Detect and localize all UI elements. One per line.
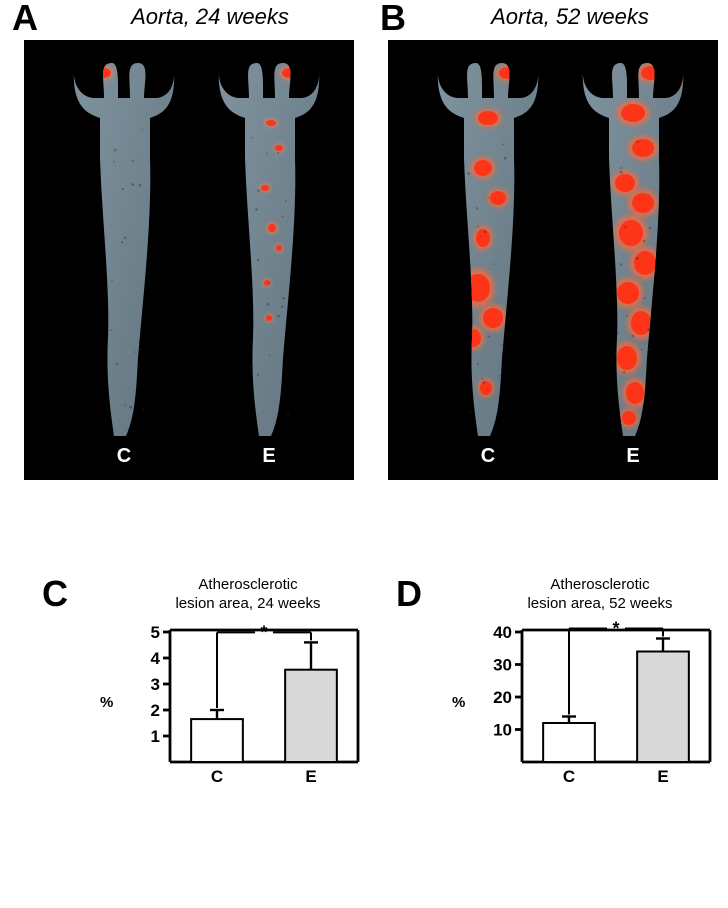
chart-d-svg: 10 20 30 40 C E *	[480, 620, 720, 790]
svg-text:E: E	[305, 767, 316, 786]
figure-root: A Aorta, 24 weeks C E B Aorta, 52 weeks …	[0, 0, 728, 908]
svg-text:1: 1	[151, 727, 160, 746]
chart-d-title-line1: Atherosclerotic	[550, 576, 649, 593]
chart-d-title-line2: lesion area, 52 weeks	[527, 595, 672, 612]
panel-a-title: Aorta, 24 weeks	[60, 4, 360, 30]
panel-b-title: Aorta, 52 weeks	[420, 4, 720, 30]
chart-c-title-line2: lesion area, 24 weeks	[175, 595, 320, 612]
svg-text:40: 40	[493, 623, 512, 642]
panel-label-b: B	[380, 0, 406, 36]
chart-c-title-line1: Atherosclerotic	[198, 576, 297, 593]
panel-a-image: C E	[24, 40, 354, 480]
chart-c: Atherosclerotic lesion area, 24 weeks % …	[128, 576, 368, 796]
svg-text:30: 30	[493, 656, 512, 675]
svg-text:C: C	[211, 767, 223, 786]
svg-text:4: 4	[151, 649, 161, 668]
chart-c-y-unit: %	[100, 694, 113, 711]
chart-d-title: Atherosclerotic lesion area, 52 weeks	[480, 576, 720, 614]
svg-text:*: *	[260, 622, 267, 642]
svg-text:*: *	[612, 620, 619, 639]
panel-label-a: A	[12, 0, 38, 36]
svg-text:5: 5	[151, 623, 160, 642]
panel-label-c: C	[42, 576, 68, 612]
panel-a-right-label: E	[249, 445, 289, 468]
svg-text:2: 2	[151, 701, 160, 720]
panel-b-image: C E	[388, 40, 718, 480]
panel-b-right-label: E	[613, 445, 653, 468]
chart-d-y-unit: %	[452, 694, 465, 711]
svg-text:C: C	[563, 767, 575, 786]
panel-b-left-label: C	[468, 445, 508, 468]
svg-text:3: 3	[151, 675, 160, 694]
panel-a-left-label: C	[104, 445, 144, 468]
svg-text:10: 10	[493, 721, 512, 740]
chart-c-title: Atherosclerotic lesion area, 24 weeks	[128, 576, 368, 614]
svg-text:E: E	[657, 767, 668, 786]
chart-c-svg: 1 2 3 4 5 C E *	[128, 620, 368, 790]
svg-text:20: 20	[493, 688, 512, 707]
panel-label-d: D	[396, 576, 422, 612]
chart-d: Atherosclerotic lesion area, 52 weeks % …	[480, 576, 720, 796]
